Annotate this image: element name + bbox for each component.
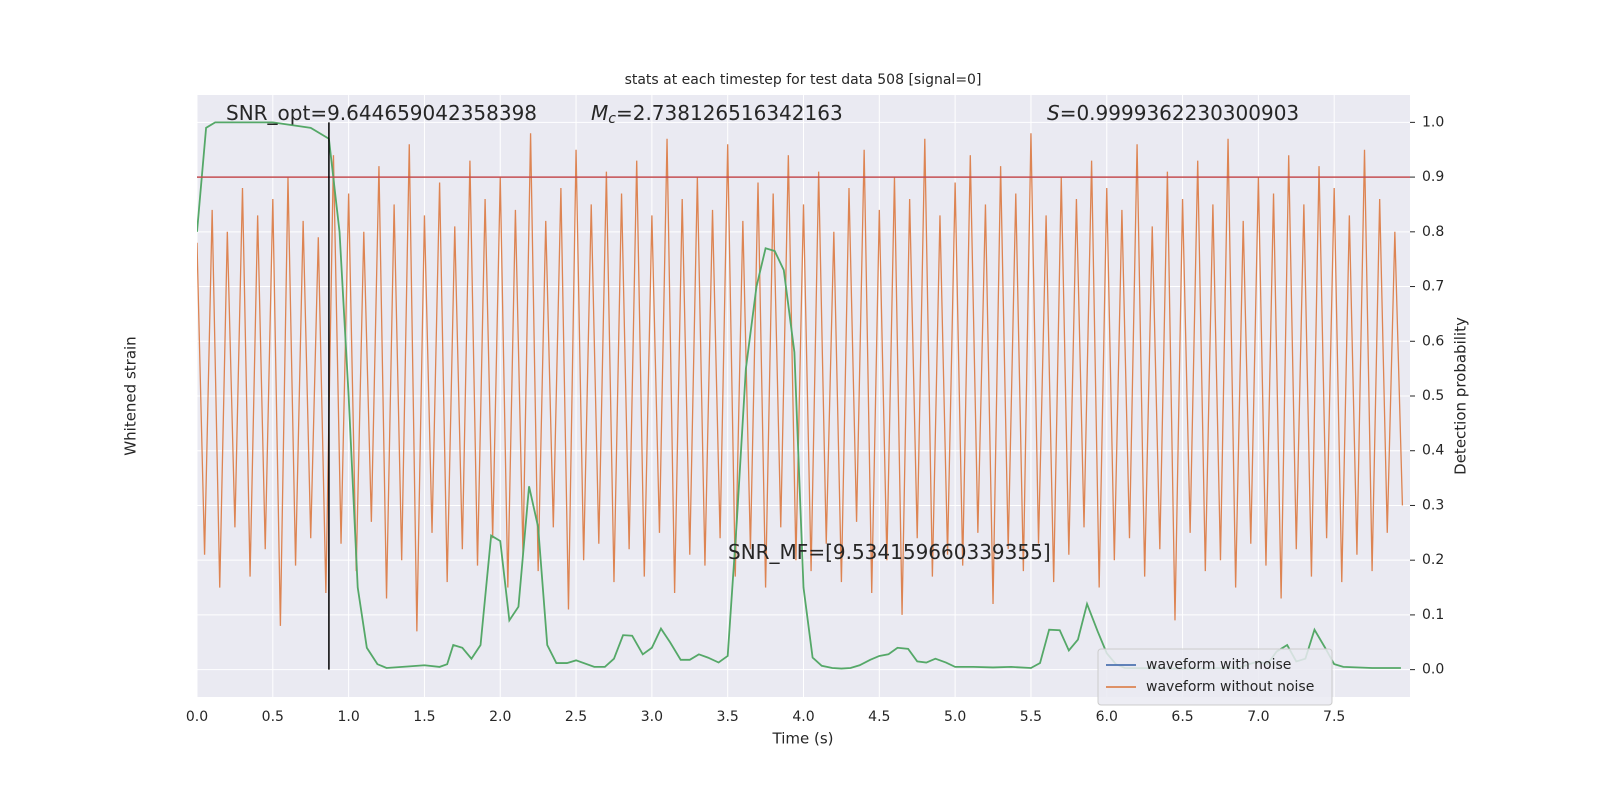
y-tick-label: 0.2 <box>1422 552 1444 568</box>
y-axis-label-left: Whitened strain <box>122 336 140 455</box>
x-tick-label: 6.5 <box>1171 709 1193 725</box>
chart-title: stats at each timestep for test data 508… <box>625 72 982 88</box>
x-axis-label: Time (s) <box>772 730 834 748</box>
y-tick-label: 0.7 <box>1422 279 1444 295</box>
annotation-symbol: M <box>591 101 608 125</box>
x-tick-label: 0.5 <box>262 709 284 725</box>
marks <box>197 121 1410 670</box>
legend: waveform with noise waveform without nois… <box>1097 648 1333 706</box>
x-tick-label: 2.5 <box>565 709 587 725</box>
x-tick-label: 1.5 <box>413 709 435 725</box>
x-tick-label: 5.0 <box>944 709 966 725</box>
y-tick-label: 0.4 <box>1422 443 1444 459</box>
y-tick-label: 0.0 <box>1422 662 1444 678</box>
y-tick-label: 0.9 <box>1422 169 1444 185</box>
y-tick-label: 1.0 <box>1422 114 1444 130</box>
x-tick-label: 4.0 <box>792 709 814 725</box>
annotation: SNR_opt=9.644659042358398 <box>226 101 537 125</box>
annotation-symbol: S <box>1047 101 1060 125</box>
legend-label: waveform without noise <box>1146 679 1314 695</box>
y-tick-label: 0.3 <box>1422 497 1444 513</box>
x-tick-label: 7.5 <box>1323 709 1345 725</box>
annotation-text: =2.738126516342163 <box>616 101 843 125</box>
y-tick-label: 0.8 <box>1422 224 1444 240</box>
x-tick-label: 1.0 <box>337 709 359 725</box>
annotation-text: =0.9999362230300903 <box>1060 101 1299 125</box>
annotation-subscript: c <box>608 111 616 127</box>
x-tick-label: 4.5 <box>868 709 890 725</box>
y-axis-label-right: Detection probability <box>1452 317 1470 475</box>
x-tick-label: 3.5 <box>717 709 739 725</box>
legend-label: waveform with noise <box>1146 657 1291 673</box>
x-tick-label: 5.5 <box>1020 709 1042 725</box>
x-tick-label: 0.0 <box>186 709 208 725</box>
y-tick-label: 0.5 <box>1422 388 1444 404</box>
annotation-text: SNR_opt=9.644659042358398 <box>226 101 537 125</box>
annotation: SNR_MF=[9.534159660339355] <box>728 540 1051 564</box>
legend-box <box>1097 648 1333 706</box>
annotation-text: SNR_MF=[9.534159660339355] <box>728 540 1051 564</box>
annotation: S=0.9999362230300903 <box>1047 101 1299 125</box>
series-line <box>197 133 1404 632</box>
overlay: SNR_opt=9.644659042358398 Mc=2.7381265163… <box>226 101 1333 706</box>
x-tick-label: 7.0 <box>1247 709 1269 725</box>
annotation: Mc=2.738126516342163 <box>591 101 843 128</box>
y-tick-label: 0.6 <box>1422 333 1444 349</box>
x-tick-label: 6.0 <box>1096 709 1118 725</box>
x-tick-label: 3.0 <box>641 709 663 725</box>
y-tick-label: 0.1 <box>1422 607 1444 623</box>
x-tick-label: 2.0 <box>489 709 511 725</box>
